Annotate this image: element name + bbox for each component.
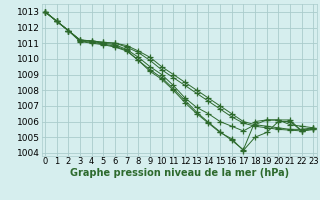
X-axis label: Graphe pression niveau de la mer (hPa): Graphe pression niveau de la mer (hPa) (70, 168, 289, 178)
